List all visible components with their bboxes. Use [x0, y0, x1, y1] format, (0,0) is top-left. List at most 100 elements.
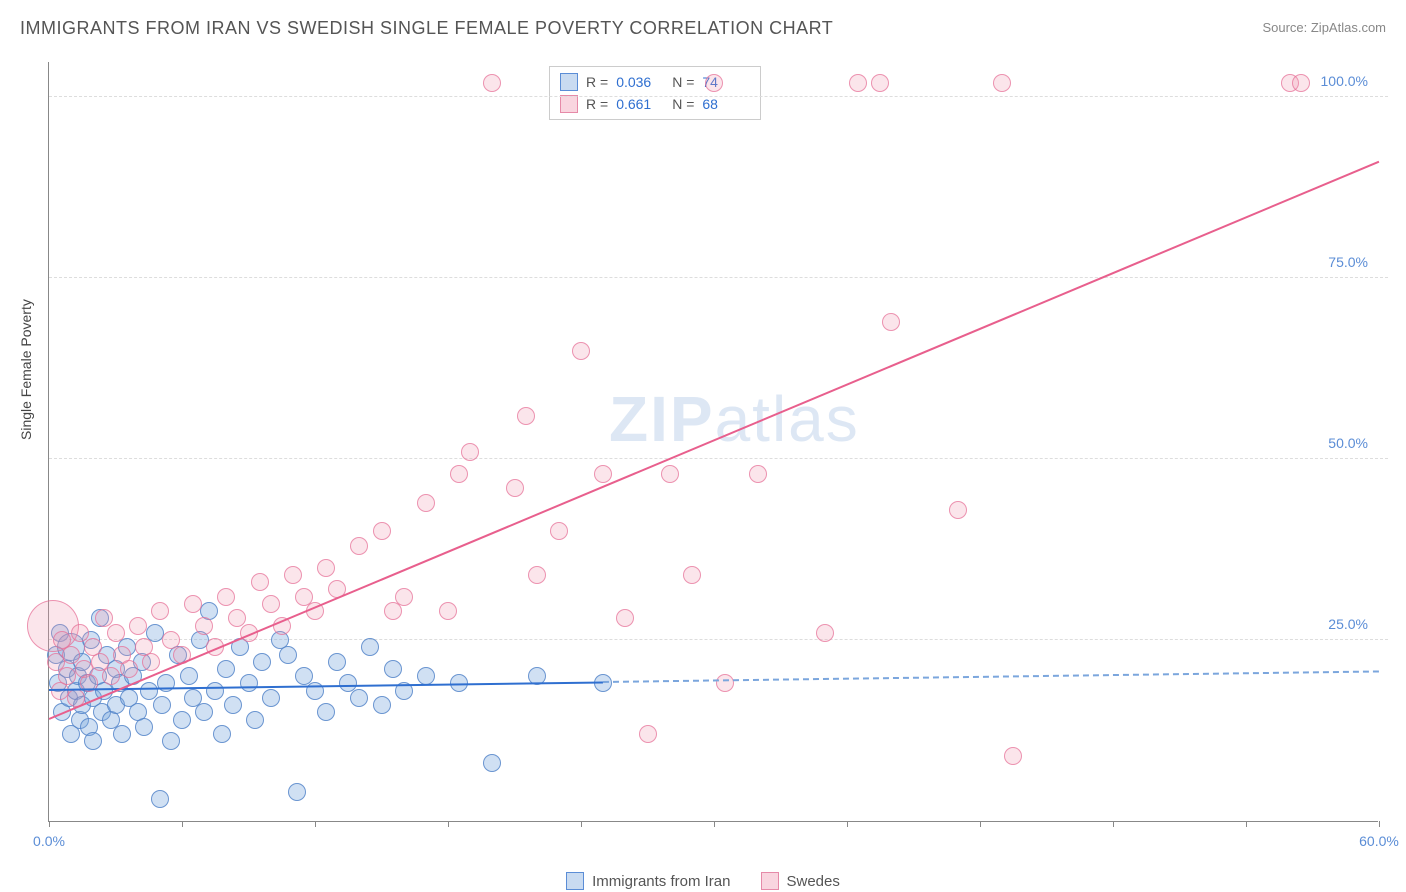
- y-tick-label: 50.0%: [1328, 435, 1368, 451]
- data-point: [102, 667, 120, 685]
- data-point: [572, 342, 590, 360]
- legend-item: Swedes: [761, 872, 840, 890]
- x-tick: [980, 821, 981, 827]
- x-tick: [182, 821, 183, 827]
- data-point: [153, 696, 171, 714]
- data-point: [246, 711, 264, 729]
- data-point: [224, 696, 242, 714]
- correlation-stats-box: R =0.036N =74R =0.661N =68: [549, 66, 761, 120]
- data-point: [550, 522, 568, 540]
- legend-item: Immigrants from Iran: [566, 872, 730, 890]
- data-point: [384, 602, 402, 620]
- data-point: [157, 674, 175, 692]
- data-point: [417, 494, 435, 512]
- y-tick-label: 75.0%: [1328, 254, 1368, 270]
- data-point: [328, 653, 346, 671]
- data-point: [395, 588, 413, 606]
- data-point: [1004, 747, 1022, 765]
- data-point: [461, 443, 479, 461]
- r-value: 0.661: [616, 96, 664, 112]
- n-label: N =: [672, 96, 694, 112]
- data-point: [129, 617, 147, 635]
- x-tick: [714, 821, 715, 827]
- data-point: [661, 465, 679, 483]
- data-point: [284, 566, 302, 584]
- data-point: [616, 609, 634, 627]
- data-point: [350, 689, 368, 707]
- data-point: [1292, 74, 1310, 92]
- legend-swatch: [560, 95, 578, 113]
- legend-swatch: [566, 872, 584, 890]
- data-point: [871, 74, 889, 92]
- x-tick: [1379, 821, 1380, 827]
- data-point: [262, 689, 280, 707]
- x-tick: [49, 821, 50, 827]
- data-point: [213, 725, 231, 743]
- data-point: [142, 653, 160, 671]
- data-point: [71, 624, 89, 642]
- data-point: [180, 667, 198, 685]
- x-tick: [1246, 821, 1247, 827]
- data-point: [993, 74, 1011, 92]
- data-point: [151, 602, 169, 620]
- data-point: [317, 559, 335, 577]
- legend-swatch: [560, 73, 578, 91]
- x-tick: [847, 821, 848, 827]
- legend-swatch: [761, 872, 779, 890]
- data-point: [705, 74, 723, 92]
- data-point: [373, 696, 391, 714]
- data-point: [384, 660, 402, 678]
- data-point: [528, 566, 546, 584]
- data-point: [195, 703, 213, 721]
- data-point: [350, 537, 368, 555]
- data-point: [251, 573, 269, 591]
- data-point: [195, 617, 213, 635]
- data-point: [151, 790, 169, 808]
- data-point: [62, 646, 80, 664]
- data-point: [749, 465, 767, 483]
- trend-line: [49, 160, 1380, 719]
- x-tick: [581, 821, 582, 827]
- data-point: [373, 522, 391, 540]
- data-point: [594, 465, 612, 483]
- data-point: [162, 732, 180, 750]
- gridline: [49, 277, 1388, 278]
- n-label: N =: [672, 74, 694, 90]
- data-point: [240, 674, 258, 692]
- data-point: [206, 682, 224, 700]
- data-point: [882, 313, 900, 331]
- gridline: [49, 458, 1388, 459]
- gridline: [49, 96, 1388, 97]
- n-value: 68: [702, 96, 750, 112]
- data-point: [173, 711, 191, 729]
- x-tick: [448, 821, 449, 827]
- data-point: [140, 682, 158, 700]
- x-tick: [1113, 821, 1114, 827]
- x-tick-label: 60.0%: [1359, 833, 1399, 849]
- data-point: [439, 602, 457, 620]
- data-point: [184, 595, 202, 613]
- chart-title: IMMIGRANTS FROM IRAN VS SWEDISH SINGLE F…: [20, 18, 833, 38]
- data-point: [120, 660, 138, 678]
- data-point: [849, 74, 867, 92]
- x-tick: [315, 821, 316, 827]
- r-label: R =: [586, 96, 608, 112]
- x-tick-label: 0.0%: [33, 833, 65, 849]
- y-tick-label: 25.0%: [1328, 616, 1368, 632]
- data-point: [84, 732, 102, 750]
- data-point: [113, 725, 131, 743]
- data-point: [361, 638, 379, 656]
- data-point: [716, 674, 734, 692]
- data-point: [639, 725, 657, 743]
- data-point: [288, 783, 306, 801]
- data-point: [135, 718, 153, 736]
- legend-label: Swedes: [787, 873, 840, 890]
- legend: Immigrants from Iran Swedes: [0, 872, 1406, 890]
- data-point: [58, 667, 76, 685]
- source-label: Source: ZipAtlas.com: [1262, 20, 1386, 35]
- y-axis-label: Single Female Poverty: [18, 299, 34, 440]
- y-tick-label: 100.0%: [1321, 73, 1368, 89]
- scatter-plot: ZIPatlas R =0.036N =74R =0.661N =68 25.0…: [48, 62, 1378, 822]
- data-point: [217, 588, 235, 606]
- data-point: [517, 407, 535, 425]
